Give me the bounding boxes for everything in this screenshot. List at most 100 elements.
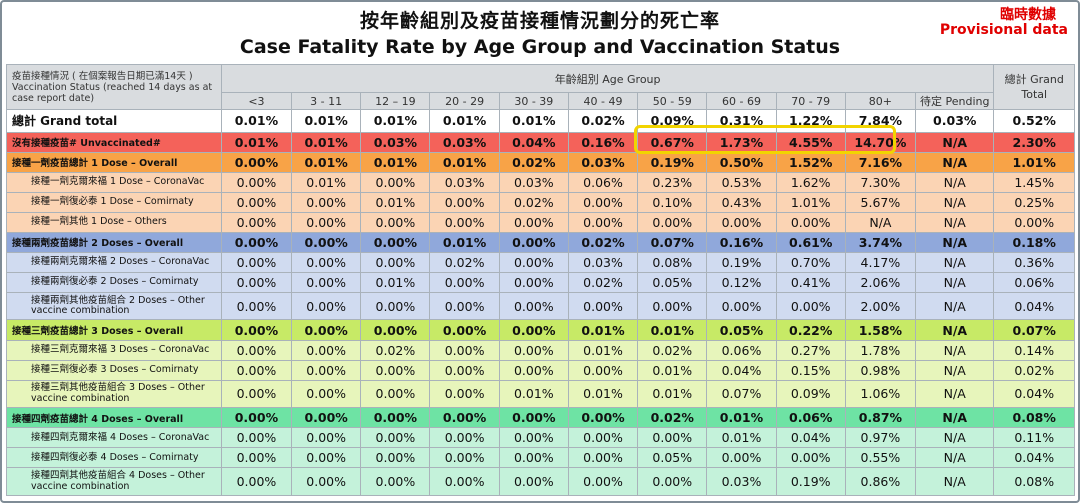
table-row: 接種兩劑疫苗總計 2 Doses – Overall 0.00% 0.00% 0.00…: [6, 231, 1075, 253]
table-cell: 0.00%: [291, 271, 362, 293]
table-cell: 0.23%: [637, 171, 708, 193]
table-cell: 0.12%: [706, 271, 777, 293]
table-cell: 0.07%: [993, 319, 1075, 341]
table-cell: 0.00%: [498, 271, 569, 293]
table-cell: 0.01%: [567, 379, 639, 409]
table-cell: 0.00%: [291, 339, 362, 361]
row-label: 接種一劑其他 1 Dose – Others: [6, 211, 222, 233]
grand-total-header: 總計 Grand Total: [993, 64, 1075, 110]
table-cell: N/A: [915, 319, 995, 341]
table-cell: 0.00%: [429, 319, 500, 341]
table-row: 接種一劑復必泰 1 Dose – Comirnaty 0.00% 0.00% 0.01…: [6, 191, 1075, 213]
table-cell: N/A: [915, 359, 995, 381]
age-group-header: 年齡組別 Age Group: [220, 64, 995, 93]
age-group-column-header: 30 - 39: [498, 92, 569, 110]
table-cell: 0.00%: [220, 251, 293, 273]
table-cell: 2.30%: [993, 131, 1075, 153]
table-cell: 0.05%: [637, 447, 708, 469]
table-cell: 0.01%: [498, 379, 569, 409]
table-cell: 0.00%: [498, 231, 569, 253]
table-cell: 0.00%: [429, 447, 500, 469]
table-cell: 0.00%: [291, 291, 362, 321]
table-cell: 0.01%: [360, 271, 431, 293]
table-cell: 0.01%: [291, 109, 362, 133]
table-cell: 0.06%: [567, 171, 639, 193]
table-row: 接種四劑克爾來福 4 Doses – CoronaVac 0.00% 0.00% 0.…: [6, 427, 1075, 449]
table-cell: N/A: [915, 467, 995, 496]
age-group-column-header: 40 - 49: [567, 92, 639, 110]
table-cell: N/A: [915, 379, 995, 409]
table-cell: 0.04%: [993, 379, 1075, 409]
table-cell: 0.52%: [993, 109, 1075, 133]
fatality-rate-table: 疫苗接種情況 ( 在個案報告日期已滿14天 ) Vaccination Stat…: [6, 64, 1075, 496]
table-cell: 0.00%: [498, 319, 569, 341]
table-cell: N/A: [915, 271, 995, 293]
row-label: 接種兩劑疫苗總計 2 Doses – Overall: [6, 231, 222, 253]
table-cell: 0.00%: [291, 467, 362, 496]
table-cell: 0.00%: [429, 291, 500, 321]
table-cell: 0.00%: [498, 447, 569, 469]
table-cell: 0.00%: [220, 191, 293, 213]
highlight-box-unvaccinated-older-ages: [634, 125, 896, 154]
table-cell: 0.00%: [706, 447, 777, 469]
table-cell: 0.00%: [360, 171, 431, 193]
table-cell: 0.02%: [498, 191, 569, 213]
table-cell: 0.43%: [706, 191, 777, 213]
table-cell: 0.00%: [567, 211, 639, 233]
row-label: 接種三劑疫苗總計 3 Doses – Overall: [6, 319, 222, 341]
table-cell: N/A: [915, 407, 995, 429]
table-cell: 0.07%: [637, 231, 708, 253]
table-cell: 0.00%: [567, 407, 639, 429]
table-row: 接種兩劑克爾來福 2 Doses – CoronaVac 0.00% 0.00% 0.…: [6, 251, 1075, 273]
table-cell: 0.00%: [429, 467, 500, 496]
table-cell: 0.00%: [360, 359, 431, 381]
table-row: 接種一劑其他 1 Dose – Others 0.00% 0.00% 0.00% 0.0…: [6, 211, 1075, 233]
table-cell: 4.55%: [775, 131, 846, 153]
table-cell: 0.00%: [429, 359, 500, 381]
age-group-column-header: 70 - 79: [775, 92, 846, 110]
table-cell: 1.01%: [775, 191, 846, 213]
table-cell: 0.00%: [291, 211, 362, 233]
table-cell: 0.10%: [637, 191, 708, 213]
table-cell: 0.06%: [993, 271, 1075, 293]
table-cell: 0.01%: [637, 359, 708, 381]
table-cell: 0.15%: [775, 359, 846, 381]
table-cell: 0.03%: [360, 131, 431, 153]
table-cell: 0.00%: [291, 231, 362, 253]
table-cell: 0.04%: [775, 427, 846, 449]
table-cell: 0.98%: [844, 359, 917, 381]
table-cell: 0.00%: [567, 191, 639, 213]
table-cell: 0.07%: [706, 379, 777, 409]
row-label: 接種三劑其他疫苗組合 3 Doses – Other vaccine combi…: [6, 379, 222, 409]
table-cell: 0.14%: [993, 339, 1075, 361]
table-cell: 0.01%: [637, 319, 708, 341]
table-cell: 0.00%: [360, 467, 431, 496]
table-cell: N/A: [915, 339, 995, 361]
age-group-column-header: 待定 Pending: [915, 92, 995, 110]
table-cell: 0.00%: [220, 291, 293, 321]
table-cell: 3.74%: [844, 231, 917, 253]
table-cell: 0.00%: [637, 467, 708, 496]
table-cell: N/A: [915, 427, 995, 449]
table-cell: N/A: [915, 151, 995, 173]
table-cell: 0.03%: [915, 109, 995, 133]
table-cell: 0.00%: [291, 427, 362, 449]
table-row: 接種一劑克爾來福 1 Dose – CoronaVac 0.00% 0.01% 0.0…: [6, 171, 1075, 193]
table-cell: 0.00%: [429, 339, 500, 361]
table-cell: 0.00%: [220, 231, 293, 253]
table-cell: 0.00%: [220, 211, 293, 233]
table-cell: 0.06%: [775, 407, 846, 429]
table-cell: 0.00%: [637, 291, 708, 321]
row-label: 接種三劑克爾來福 3 Doses – CoronaVac: [6, 339, 222, 361]
table-cell: 1.01%: [993, 151, 1075, 173]
row-label: 接種四劑克爾來福 4 Doses – CoronaVac: [6, 427, 222, 449]
table-cell: 0.22%: [775, 319, 846, 341]
table-cell: 0.01%: [498, 109, 569, 133]
table-cell: 1.06%: [844, 379, 917, 409]
row-label: 接種兩劑復必泰 2 Doses – Comirnaty: [6, 271, 222, 293]
table-cell: 0.00%: [291, 359, 362, 381]
table-row: 接種四劑其他疫苗組合 4 Doses – Other vaccine combi…: [6, 467, 1075, 496]
table-cell: 0.00%: [220, 151, 293, 173]
table-cell: N/A: [844, 211, 917, 233]
table-cell: 0.86%: [844, 467, 917, 496]
